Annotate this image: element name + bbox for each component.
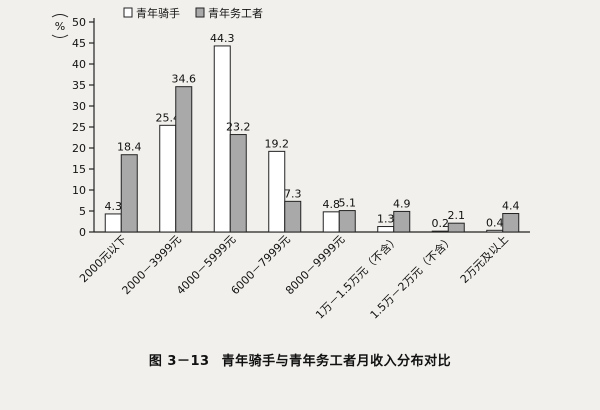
bar-rider (431, 230, 449, 233)
data-label: 2.1 (448, 209, 466, 222)
data-label: 5.1 (339, 197, 357, 210)
data-label: 23.2 (226, 121, 251, 134)
y-tick-label: 5 (79, 205, 86, 218)
data-label: 4.9 (393, 197, 411, 210)
data-label: 1.3 (377, 213, 395, 226)
legend-swatch-rider (123, 7, 133, 18)
x-tick-label: 2万元及以上 (458, 233, 511, 286)
y-unit-label: % (55, 20, 65, 33)
unit-paren-top (51, 14, 69, 18)
bar-worker (284, 200, 302, 233)
y-tick-label: 25 (72, 121, 86, 134)
data-label: 44.3 (210, 32, 235, 45)
y-tick-label: 0 (79, 226, 86, 239)
legend-swatch-worker (195, 7, 205, 18)
bar-rider (213, 45, 231, 233)
data-label: 0.4 (486, 216, 504, 229)
bar-rider (104, 213, 122, 233)
y-tick-label: 35 (72, 79, 86, 92)
y-tick-label: 45 (72, 37, 86, 50)
figure-caption: 图 3－13 青年骑手与青年务工者月收入分布对比 (0, 350, 600, 369)
figure-title: 青年骑手与青年务工者月收入分布对比 (221, 354, 452, 369)
data-label: 7.3 (284, 187, 302, 200)
y-tick-label: 15 (72, 163, 86, 176)
figure-number: 图 3－13 (148, 354, 210, 369)
y-tick-label: 30 (72, 100, 86, 113)
y-tick-label: 40 (72, 58, 86, 71)
bar-rider (486, 229, 504, 233)
data-label: 18.4 (117, 141, 142, 154)
y-tick-label: 10 (72, 184, 86, 197)
y-tick-label: 50 (72, 16, 86, 29)
legend-label-worker: 青年务工者 (208, 6, 263, 20)
data-label: 4.4 (502, 200, 520, 213)
x-tick-label: 2000元以下 (77, 233, 129, 285)
bar-rider (377, 226, 395, 233)
data-label: 25.4 (156, 111, 181, 124)
data-label: 34.6 (172, 73, 197, 86)
bar-worker (229, 134, 247, 233)
data-label: 4.3 (105, 200, 123, 213)
bar-rider (159, 124, 177, 233)
bar-worker (502, 213, 520, 233)
bar-rider (322, 211, 340, 233)
bar-worker (338, 210, 356, 233)
data-label: 4.8 (323, 198, 341, 211)
bar-worker (175, 86, 193, 233)
data-label: 0.2 (432, 217, 450, 230)
bar-worker (120, 154, 138, 233)
y-tick-label: 20 (72, 142, 86, 155)
bar-rider (268, 150, 286, 233)
data-label: 19.2 (265, 137, 290, 150)
unit-paren-bottom (51, 34, 69, 38)
bar-worker (447, 222, 465, 233)
bar-worker (393, 210, 411, 233)
legend-label-rider: 青年骑手 (136, 6, 180, 20)
